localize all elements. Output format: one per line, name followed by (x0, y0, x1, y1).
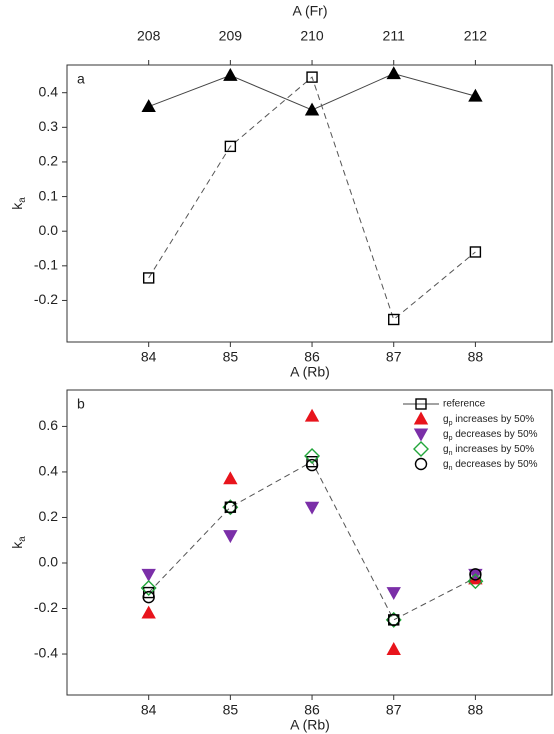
y-tick-label: 0.6 (39, 417, 59, 433)
y-tick-label: -0.4 (34, 645, 58, 661)
marker (305, 458, 319, 472)
marker (142, 272, 155, 284)
marker (386, 66, 401, 80)
marker (142, 590, 155, 604)
marker (469, 246, 482, 258)
series-line (148, 76, 476, 321)
marker (223, 471, 238, 485)
x2-tick-label: 210 (300, 28, 324, 44)
marker (304, 448, 321, 464)
y-tick-label: 0.2 (39, 153, 59, 169)
x2-tick-label: 212 (464, 28, 488, 44)
marker (141, 99, 156, 113)
marker (140, 580, 157, 597)
marker (304, 408, 320, 422)
x-axis-label: A (Rb) (290, 364, 330, 380)
x-tick-label: 87 (386, 702, 402, 718)
marker (141, 568, 156, 582)
y-tick-label: -0.2 (34, 599, 58, 615)
x-tick-label: 84 (141, 702, 157, 718)
legend-marker (413, 411, 429, 425)
legend-marker (415, 398, 427, 410)
x2-tick-label: 208 (137, 28, 161, 44)
x-tick-label: 87 (386, 349, 402, 365)
marker (142, 586, 155, 599)
series-line (148, 461, 476, 621)
plot-frame (66, 389, 553, 696)
panel-label: b (77, 396, 85, 412)
y-tick-label: 0.4 (39, 83, 59, 99)
marker (388, 313, 400, 326)
legend-marker (413, 441, 429, 457)
marker (304, 501, 320, 515)
legend-marker (413, 428, 429, 442)
marker (223, 530, 238, 544)
y-tick-label: 0.0 (39, 554, 59, 570)
marker (386, 642, 401, 655)
legend-marker (414, 457, 428, 471)
marker (304, 102, 320, 116)
x-tick-label: 85 (223, 702, 239, 718)
x-tick-label: 86 (304, 702, 320, 718)
x2-tick-label: 211 (383, 28, 406, 44)
legend-label: gn decreases by 50% (443, 459, 538, 472)
legend-label: gp increases by 50% (443, 414, 534, 427)
x2-axis-label: A (Fr) (293, 3, 328, 19)
y-tick-label: 0.0 (39, 222, 59, 238)
marker (141, 605, 156, 619)
y-tick-label: 0.1 (39, 187, 59, 203)
legend-label: gp decreases by 50% (443, 429, 538, 442)
x-tick-label: 84 (141, 349, 157, 365)
marker (224, 501, 237, 514)
x-tick-label: 88 (468, 702, 484, 718)
panel-label: a (77, 71, 85, 87)
marker (469, 568, 482, 581)
legend-label: reference (443, 399, 486, 410)
x-tick-label: 88 (468, 349, 484, 365)
y-tick-label: -0.1 (34, 257, 58, 273)
x-tick-label: 85 (223, 349, 239, 365)
y-tick-label: -0.2 (34, 291, 58, 307)
y-tick-label: 0.4 (39, 463, 59, 479)
marker (306, 71, 318, 83)
plot-frame (66, 64, 553, 343)
marker (467, 573, 484, 590)
marker (387, 613, 400, 627)
marker (386, 587, 401, 601)
marker (223, 67, 238, 81)
x-tick-label: 86 (304, 349, 320, 365)
x2-tick-label: 209 (219, 28, 243, 44)
y-tick-label: 0.2 (39, 508, 59, 524)
y-axis-label: ka (9, 197, 28, 210)
x-axis-label: A (Rb) (290, 717, 330, 733)
marker (224, 140, 237, 153)
legend-label: gn increases by 50% (443, 444, 534, 457)
marker (468, 88, 483, 102)
y-tick-label: 0.3 (39, 118, 59, 134)
y-axis-label: ka (9, 536, 28, 549)
